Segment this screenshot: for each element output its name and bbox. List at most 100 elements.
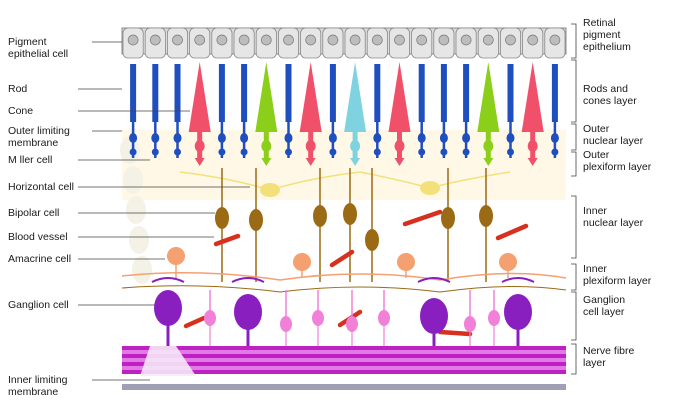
bipolar-cell — [479, 205, 493, 227]
blood-vessel — [332, 252, 352, 265]
rod-outer-segment — [241, 64, 247, 122]
cone-outer-segment — [344, 62, 366, 132]
ganglion-cell — [504, 294, 532, 330]
rod-nucleus — [151, 133, 159, 143]
label-text: membrane — [8, 137, 58, 149]
ganglion-cell — [204, 310, 216, 326]
inner-limiting-membrane — [122, 384, 566, 390]
rod-outer-segment — [463, 64, 469, 122]
pigment-cell-nucleus — [550, 35, 560, 45]
pigment-cell-nucleus — [395, 35, 405, 45]
cone-nucleus — [395, 140, 405, 152]
pigment-cell-nucleus — [439, 35, 449, 45]
pigment-cell-nucleus — [506, 35, 516, 45]
cone-nucleus — [195, 140, 205, 152]
pigment-cell-nucleus — [128, 35, 138, 45]
rod-nucleus — [329, 133, 337, 143]
layer-bracket — [571, 344, 576, 374]
bipolar-cell — [249, 209, 263, 231]
cone-outer-segment — [389, 62, 411, 132]
rod-nucleus — [129, 133, 137, 143]
pigment-cell-nucleus — [372, 35, 382, 45]
cone-outer-segment — [477, 62, 499, 132]
rod-nucleus — [218, 133, 226, 143]
layer-bracket — [571, 264, 576, 290]
ganglion-cell — [154, 290, 182, 326]
rod-outer-segment — [152, 64, 158, 122]
label-text: Outer — [583, 149, 610, 161]
ganglion-cell — [234, 294, 262, 330]
label-outer-limiting-membrane: Outer limitingmembrane — [8, 125, 122, 149]
cone-outer-segment — [255, 62, 277, 132]
rod-spherule — [218, 149, 225, 156]
label-text: Outer — [583, 123, 610, 135]
pigment-cell-nucleus — [417, 35, 427, 45]
rod-outer-segment — [330, 64, 336, 122]
label-text: Cone — [8, 105, 33, 117]
layer-bracket — [571, 196, 576, 258]
nerve-fibre-band — [122, 350, 566, 354]
pigment-cell-nucleus — [261, 35, 271, 45]
layer-bracket — [571, 124, 576, 150]
pigment-cell-nucleus — [528, 35, 538, 45]
blood-vessel — [405, 212, 440, 224]
pigment-cell-nucleus — [173, 35, 183, 45]
layer-bracket — [571, 24, 576, 58]
amacrine-cell — [499, 253, 517, 271]
rod-spherule — [463, 149, 470, 156]
rod-outer-segment — [552, 64, 558, 122]
rod-outer-segment — [130, 64, 136, 122]
rod-nucleus — [174, 133, 182, 143]
label-text: Bipolar cell — [8, 207, 59, 219]
bipolar-cell — [441, 207, 455, 229]
rod-outer-segment — [374, 64, 380, 122]
label-rod: Rod — [8, 83, 122, 95]
label-outer-nuclear-layer: Outernuclear layer — [583, 123, 644, 147]
pigment-cell-nucleus — [483, 35, 493, 45]
label-ganglion-cell: Ganglion cell — [8, 299, 155, 311]
cone-outer-segment — [189, 62, 211, 132]
rod-spherule — [440, 149, 447, 156]
rod-spherule — [374, 149, 381, 156]
pigment-cell-nucleus — [350, 35, 360, 45]
bipolar-cell — [343, 203, 357, 225]
rod-spherule — [241, 149, 248, 156]
rod-nucleus — [440, 133, 448, 143]
bipolar-cell — [365, 229, 379, 251]
cone-outer-segment — [300, 62, 322, 132]
rod-nucleus — [507, 133, 515, 143]
rod-nucleus — [285, 133, 293, 143]
label-text: membrane — [8, 386, 58, 398]
muller-cell — [123, 166, 143, 194]
rod-outer-segment — [508, 64, 514, 122]
rod-spherule — [418, 149, 425, 156]
label-text: cell layer — [583, 306, 625, 318]
label-text: Inner limiting — [8, 374, 68, 386]
rod-outer-segment — [175, 64, 181, 122]
pigment-cell-nucleus — [284, 35, 294, 45]
label-text: plexiform layer — [583, 161, 652, 173]
ganglion-cell — [378, 310, 390, 326]
cone-nucleus — [350, 140, 360, 152]
bipolar-cell — [313, 205, 327, 227]
ganglion-cell — [280, 316, 292, 332]
pigment-cell-nucleus — [306, 35, 316, 45]
muller-cell — [126, 196, 146, 224]
label-text: Inner — [583, 263, 607, 275]
label-text: Inner — [583, 205, 607, 217]
ganglion-cell — [488, 310, 500, 326]
cone-nucleus — [261, 140, 271, 152]
label-cone: Cone — [8, 105, 190, 117]
blood-vessel — [186, 318, 204, 326]
label-text: Nerve fibre — [583, 345, 635, 357]
cone-outer-segment — [522, 62, 544, 132]
cone-nucleus — [528, 140, 538, 152]
label-text: pigment — [583, 29, 620, 41]
muller-cell-glow — [122, 130, 566, 200]
rod-nucleus — [551, 133, 559, 143]
rod-outer-segment — [441, 64, 447, 122]
label-rods-and-cones-layer: Rods andcones layer — [583, 83, 637, 107]
